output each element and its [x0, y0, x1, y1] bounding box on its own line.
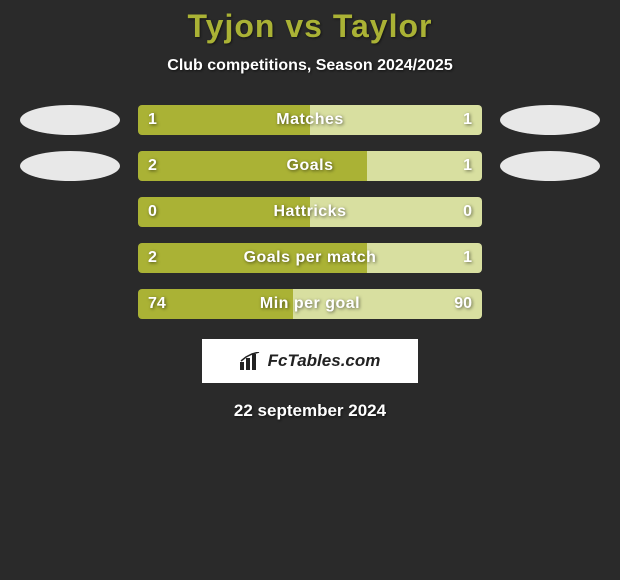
team-logo-right	[500, 151, 600, 181]
team-logo-left	[20, 105, 120, 135]
brand-badge: FcTables.com	[202, 339, 418, 383]
stat-label: Hattricks	[138, 197, 482, 227]
page-title: Tyjon vs Taylor	[0, 8, 620, 45]
team-logo-left	[20, 151, 120, 181]
stat-label: Goals per match	[138, 243, 482, 273]
team-logo-right	[500, 105, 600, 135]
stat-bar: 00Hattricks	[138, 197, 482, 227]
subtitle: Club competitions, Season 2024/2025	[0, 57, 620, 75]
comparison-infographic: Tyjon vs Taylor Club competitions, Seaso…	[0, 0, 620, 421]
stat-label: Matches	[138, 105, 482, 135]
stat-label: Min per goal	[138, 289, 482, 319]
stat-row: 21Goals per match	[0, 243, 620, 273]
stat-bar: 21Goals	[138, 151, 482, 181]
stat-bar: 11Matches	[138, 105, 482, 135]
stat-row: 7490Min per goal	[0, 289, 620, 319]
brand-label: FcTables.com	[268, 351, 381, 371]
stat-bar: 7490Min per goal	[138, 289, 482, 319]
stat-bar: 21Goals per match	[138, 243, 482, 273]
date-label: 22 september 2024	[0, 401, 620, 421]
stat-label: Goals	[138, 151, 482, 181]
stat-row: 00Hattricks	[0, 197, 620, 227]
stats-rows: 11Matches 21Goals 00Hattricks 21Goals per m…	[0, 105, 620, 319]
stat-row: 21Goals	[0, 151, 620, 181]
stat-row: 11Matches	[0, 105, 620, 135]
bar-chart-icon	[240, 352, 262, 370]
